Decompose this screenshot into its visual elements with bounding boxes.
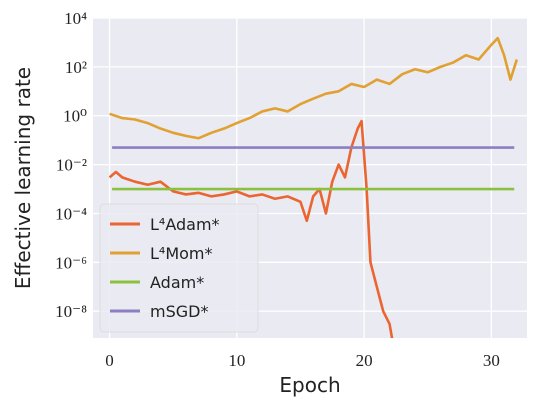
- legend-label: L⁴Adam*: [150, 215, 220, 234]
- y-tick-label: 10⁻⁶: [55, 253, 87, 272]
- series-line: [109, 36, 519, 140]
- legend: L⁴Adam* L⁴Mom* Adam* mSGD*: [99, 203, 259, 333]
- y-axis-label: Effective learning rate: [11, 67, 35, 289]
- lines: [108, 36, 519, 338]
- axes: 0 10 20 30 10⁻⁸ 10⁻⁶ 10⁻⁴ 10⁻² 10⁰ 10² 10⁴: [55, 9, 500, 370]
- legend-label: mSGD*: [150, 302, 208, 321]
- x-tick-label: 0: [105, 351, 114, 370]
- grid: [93, 17, 527, 338]
- x-tick-label: 30: [483, 351, 500, 370]
- y-tick-label: 10⁻⁸: [55, 302, 87, 321]
- x-tick-label: 10: [228, 351, 245, 370]
- x-axis-label: Epoch: [279, 373, 340, 397]
- y-tick-label: 10⁰: [63, 107, 87, 126]
- y-tick-label: 10²: [65, 58, 87, 77]
- y-tick-label: 10⁻⁴: [55, 204, 87, 223]
- legend-box: [99, 203, 259, 333]
- legend-label: Adam*: [150, 273, 204, 292]
- legend-label: L⁴Mom*: [150, 244, 213, 263]
- y-tick-label: 10⁻²: [56, 156, 87, 175]
- x-tick-label: 20: [356, 351, 373, 370]
- series-line: [108, 119, 394, 338]
- y-tick-label: 10⁴: [64, 9, 87, 28]
